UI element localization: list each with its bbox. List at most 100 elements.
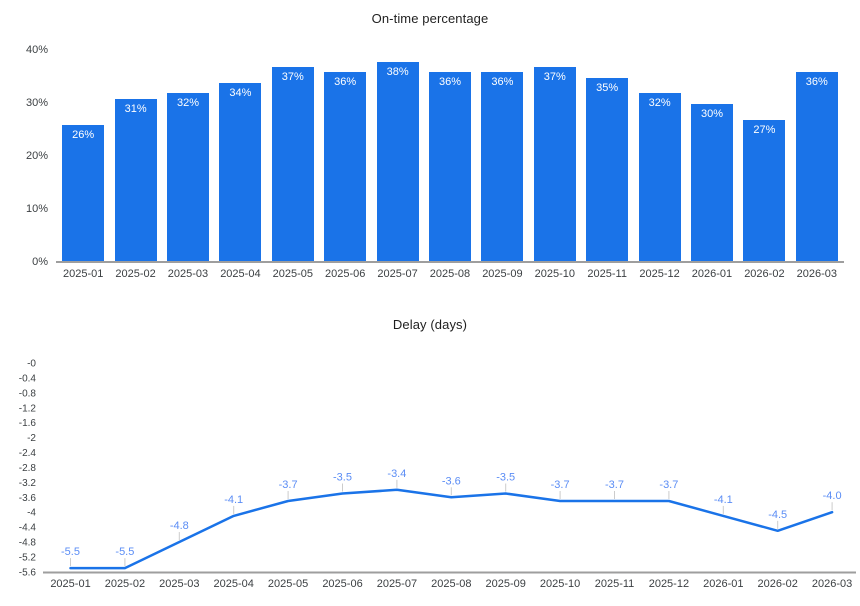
bar: 34% bbox=[219, 82, 262, 263]
bar-chart-x-axis-line bbox=[56, 261, 844, 263]
x-tick-label: 2025-12 bbox=[649, 578, 689, 590]
y-tick-label: -2 bbox=[27, 433, 36, 444]
point-label: -3.4 bbox=[387, 468, 406, 480]
point-label: -3.7 bbox=[551, 479, 570, 491]
x-tick-label: 2025-07 bbox=[377, 268, 418, 280]
y-tick-label: -0 bbox=[27, 359, 36, 370]
x-tick-label: 2025-05 bbox=[272, 268, 313, 280]
point-label: -3.7 bbox=[279, 479, 298, 491]
x-tick-label: 2025-11 bbox=[595, 578, 635, 590]
bar-value-label: 32% bbox=[648, 97, 671, 110]
point-label: -4.1 bbox=[714, 494, 733, 506]
bar-value-label: 34% bbox=[229, 86, 252, 99]
x-tick-label: 2025-02 bbox=[105, 578, 145, 590]
bar-value-label: 37% bbox=[543, 70, 566, 83]
bar: 30% bbox=[691, 104, 733, 263]
bar-value-label: 37% bbox=[281, 70, 304, 83]
x-tick-label: 2025-06 bbox=[322, 578, 362, 590]
x-tick-label: 2025-04 bbox=[220, 268, 261, 280]
bar-value-label: 26% bbox=[72, 129, 95, 142]
point-label: -3.6 bbox=[442, 475, 461, 487]
y-tick-label: -3.6 bbox=[19, 493, 37, 504]
bar-value-label: 36% bbox=[805, 76, 828, 89]
bar: 35% bbox=[586, 77, 629, 263]
x-tick-label: 2026-02 bbox=[744, 268, 785, 280]
y-tick-label: -2.8 bbox=[19, 463, 37, 474]
bar: 36% bbox=[429, 72, 471, 263]
y-tick-label: 10% bbox=[25, 203, 48, 215]
bar: 37% bbox=[533, 66, 576, 263]
x-tick-label: 2025-07 bbox=[377, 578, 417, 590]
x-tick-label: 2025-09 bbox=[482, 268, 523, 280]
point-label: -5.5 bbox=[115, 546, 134, 558]
bar: 36% bbox=[324, 72, 367, 263]
bar-value-label: 35% bbox=[596, 81, 619, 94]
y-tick-label: -2.4 bbox=[19, 448, 37, 459]
bar: 32% bbox=[638, 93, 681, 263]
x-tick-label: 2025-10 bbox=[534, 268, 575, 280]
y-tick-label: 20% bbox=[25, 150, 48, 162]
line-chart-x-axis-line bbox=[43, 571, 856, 574]
point-label: -3.5 bbox=[333, 472, 352, 484]
point-label: -4.1 bbox=[224, 494, 243, 506]
bar-value-label: 30% bbox=[700, 108, 724, 120]
point-label: -4.0 bbox=[823, 490, 842, 502]
bar: 36% bbox=[481, 72, 524, 263]
x-tick-label: 2025-12 bbox=[639, 268, 680, 280]
bar: 32% bbox=[167, 93, 209, 263]
y-tick-label: -4 bbox=[27, 508, 36, 519]
bar-value-label: 36% bbox=[334, 76, 357, 89]
point-label: -3.7 bbox=[605, 479, 624, 491]
x-tick-label: 2025-01 bbox=[63, 268, 104, 280]
x-tick-label: 2026-01 bbox=[703, 578, 743, 590]
y-tick-label: -0.4 bbox=[19, 373, 37, 384]
y-tick-label: -4.4 bbox=[19, 523, 37, 534]
x-tick-label: 2025-08 bbox=[431, 578, 471, 590]
point-label: -5.5 bbox=[61, 546, 80, 558]
x-tick-label: 2025-11 bbox=[587, 268, 627, 280]
bar-value-label: 27% bbox=[753, 123, 776, 136]
point-label: -3.7 bbox=[659, 479, 678, 491]
line-chart-title: Delay (days) bbox=[392, 317, 468, 332]
x-tick-label: 2025-01 bbox=[50, 578, 90, 590]
bar-value-label: 38% bbox=[386, 65, 409, 78]
x-tick-label: 2025-10 bbox=[540, 578, 580, 590]
x-tick-label: 2025-02 bbox=[115, 268, 156, 280]
delay-line bbox=[69, 488, 834, 570]
bar-chart-title: On-time percentage bbox=[371, 11, 489, 26]
y-tick-label: -5.6 bbox=[19, 567, 37, 578]
y-tick-label: 40% bbox=[25, 44, 48, 56]
y-tick-label: -1.6 bbox=[19, 418, 37, 429]
x-tick-label: 2026-03 bbox=[796, 268, 837, 280]
point-label: -3.5 bbox=[496, 472, 515, 484]
y-tick-label: -0.8 bbox=[19, 388, 37, 399]
y-tick-label: 30% bbox=[25, 97, 48, 109]
bar-chart-plot: 26% 31% 32% 34% 37% 36% 38% 36% 36% 37% 35% 32% 30% 2… bbox=[57, 40, 843, 263]
line-chart: -0 -0.4 -0.8 -1.2 -1.6 -2 -2.4 -2.8 -3.2 -3.6 -4 -4… bbox=[19, 359, 856, 590]
bar: 26% bbox=[62, 125, 105, 263]
bar: 37% bbox=[271, 66, 314, 263]
point-label: -4.8 bbox=[170, 520, 189, 532]
bar: 36% bbox=[795, 72, 838, 263]
bar-value-label: 36% bbox=[438, 76, 462, 89]
x-tick-label: 2026-02 bbox=[758, 578, 798, 590]
x-tick-label: 2025-09 bbox=[486, 578, 526, 590]
y-tick-label: 0% bbox=[32, 256, 48, 268]
y-tick-label: -1.2 bbox=[19, 403, 37, 414]
x-tick-label: 2025-05 bbox=[268, 578, 308, 590]
bar-value-label: 31% bbox=[124, 102, 147, 115]
x-tick-label: 2025-06 bbox=[325, 268, 366, 280]
bar: 38% bbox=[376, 61, 419, 263]
x-tick-label: 2025-03 bbox=[159, 578, 199, 590]
bar: 31% bbox=[114, 98, 157, 263]
x-tick-label: 2025-03 bbox=[167, 268, 209, 280]
y-tick-label: -5.2 bbox=[19, 552, 37, 563]
x-tick-label: 2026-01 bbox=[691, 268, 733, 280]
bar-value-label: 36% bbox=[491, 76, 514, 89]
y-tick-label: -4.8 bbox=[19, 538, 37, 549]
y-tick-label: -3.2 bbox=[19, 478, 37, 489]
x-tick-label: 2026-03 bbox=[812, 578, 852, 590]
point-label: -4.5 bbox=[768, 509, 787, 521]
x-tick-label: 2025-08 bbox=[429, 268, 471, 280]
